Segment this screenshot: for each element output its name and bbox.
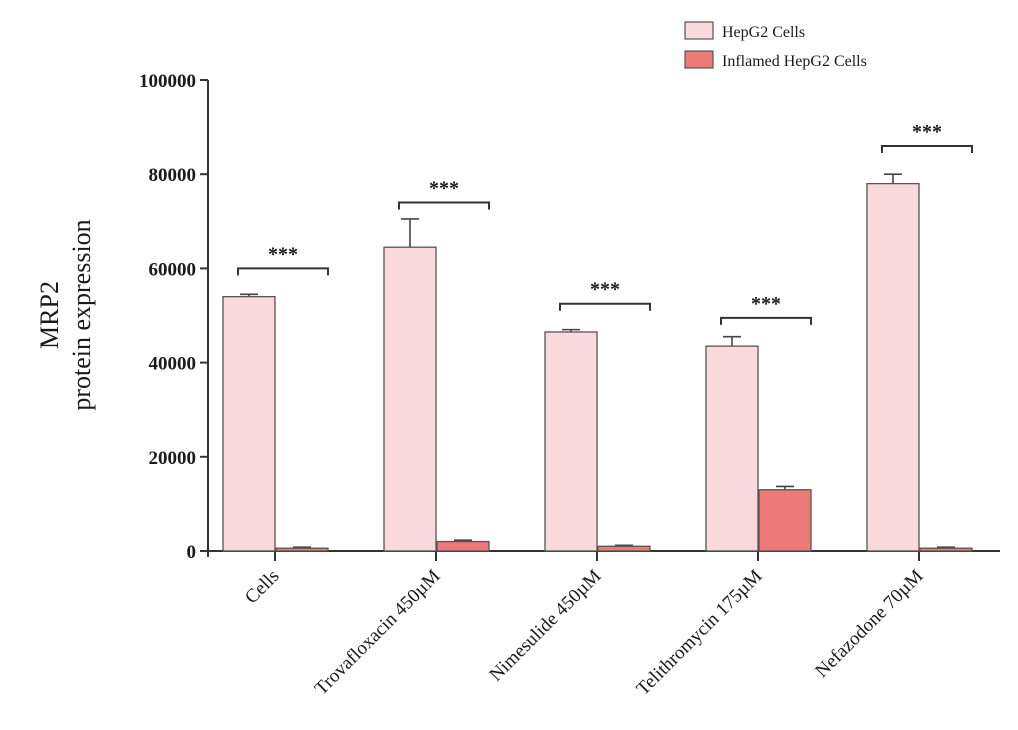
legend-label-inflamed: Inflamed HepG2 Cells xyxy=(722,53,867,70)
bar-hepg2 xyxy=(222,296,276,552)
legend-swatch-inflamed xyxy=(684,50,714,69)
x-tick-label: Nimesulide 450µM xyxy=(486,566,606,686)
significance-bracket xyxy=(237,267,329,276)
significance-bracket xyxy=(398,201,490,210)
bar-hepg2 xyxy=(383,246,437,552)
bar-hepg2 xyxy=(705,345,759,552)
bar-inflamed xyxy=(919,547,973,552)
y-tick-label: 100000 xyxy=(139,71,196,92)
bar-hepg2 xyxy=(544,331,598,552)
bars xyxy=(222,173,973,552)
bar-inflamed xyxy=(597,545,651,552)
x-tick-label: Trovafloxacin 450µM xyxy=(311,566,445,700)
x-tick-label: Cells xyxy=(241,566,283,608)
bar-inflamed xyxy=(758,489,812,552)
x-tick-label: Telithromycin 175µM xyxy=(633,566,767,700)
significance-label: *** xyxy=(590,279,620,301)
bar-inflamed xyxy=(275,547,329,552)
legend-label-hepg2: HepG2 Cells xyxy=(722,24,805,41)
y-axis-title: MRP2 protein expression xyxy=(35,219,96,410)
y-tick-label: 60000 xyxy=(149,259,197,280)
significance-bracket xyxy=(881,144,973,153)
legend: HepG2 Cells Inflamed HepG2 Cells xyxy=(684,21,867,70)
bar-hepg2 xyxy=(866,182,920,552)
bar-inflamed xyxy=(436,540,490,552)
x-tick-label: Nefazodone 70µM xyxy=(811,566,927,682)
y-axis-title-line2: protein expression xyxy=(67,219,96,410)
y-tick-label: 20000 xyxy=(149,448,197,469)
significance-bracket xyxy=(720,316,812,325)
legend-swatch-hepg2 xyxy=(684,21,714,40)
y-tick-label: 40000 xyxy=(149,354,197,375)
significance-label: *** xyxy=(912,121,942,143)
significance-bracket xyxy=(559,302,651,311)
y-axis-title-line1: MRP2 xyxy=(35,281,64,349)
significance-label: *** xyxy=(268,243,298,265)
y-tick-label: 80000 xyxy=(149,165,197,186)
significance-label: *** xyxy=(429,177,459,199)
significance-label: *** xyxy=(751,293,781,315)
significance-markers: *** *** *** *** *** xyxy=(237,121,973,325)
y-tick-label: 0 xyxy=(187,542,197,563)
